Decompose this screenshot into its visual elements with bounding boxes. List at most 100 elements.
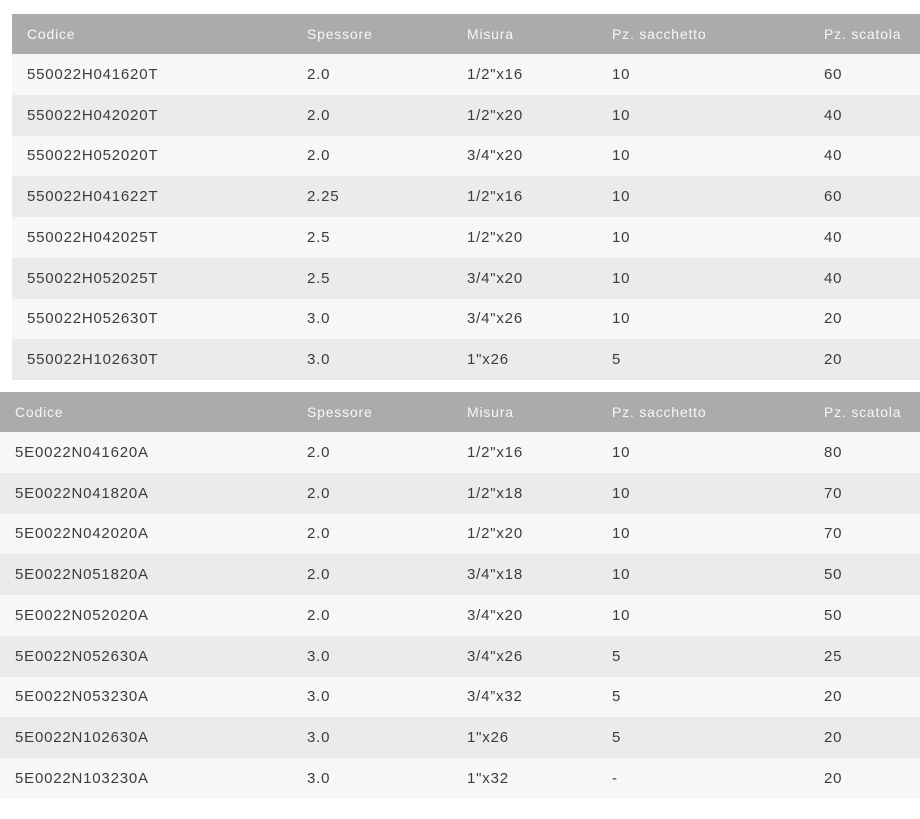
column-header-pz-sacchetto: Pz. sacchetto: [597, 14, 809, 54]
table-cell: 1"x26: [452, 339, 597, 380]
column-header-pz-scatola: Pz. scatola: [809, 14, 920, 54]
column-header-misura: Misura: [452, 14, 597, 54]
table-cell: 40: [809, 217, 920, 258]
table-cell: 10: [597, 135, 809, 177]
table-cell: 550022H102630T: [12, 339, 292, 380]
table-cell: 25: [809, 635, 920, 677]
product-table-2: Codice Spessore Misura Pz. sacchetto Pz. sca…: [0, 392, 920, 799]
column-header-spessore: Spessore: [292, 14, 452, 54]
table-cell: 2.0: [292, 513, 452, 555]
table-cell: 2.0: [292, 432, 452, 473]
table-cell: 10: [597, 595, 809, 636]
table-row: 5E0022N053230A 3.0 3/4”x32 5 20: [0, 676, 920, 718]
table-cell: -: [597, 758, 809, 799]
table-cell: 1"x32: [452, 758, 597, 799]
table-cell: 1/2"x20: [452, 513, 597, 555]
table-cell: 3.0: [292, 758, 452, 799]
header-row: Codice Spessore Misura Pz. sacchetto Pz. sca…: [12, 14, 920, 54]
table-cell: 2.0: [292, 54, 452, 95]
table-cell: 5: [597, 676, 809, 718]
table-cell: 550022H041620T: [12, 54, 292, 95]
table-cell: 1/2"x18: [452, 472, 597, 514]
table-cell: 550022H042025T: [12, 217, 292, 258]
table-cell: 5: [597, 717, 809, 758]
table-cell: 10: [597, 513, 809, 555]
table-cell: 5E0022N041820A: [0, 472, 292, 514]
table-row: 550022H052020T 2.0 3/4"x20 10 40: [12, 135, 920, 177]
table-cell: 3.0: [292, 676, 452, 718]
table-cell: 5E0022N052630A: [0, 635, 292, 677]
table-cell: 2.0: [292, 135, 452, 177]
column-header-codice: Codice: [12, 14, 292, 54]
table-cell: 3/4"x20: [452, 257, 597, 299]
table-cell: 550022H052020T: [12, 135, 292, 177]
table-row: 550022H042025T 2.5 1/2"x20 10 40: [12, 217, 920, 258]
table-cell: 10: [597, 176, 809, 217]
table-cell: 10: [597, 554, 809, 595]
table-cell: 2.25: [292, 176, 452, 217]
table-cell: 40: [809, 257, 920, 299]
table-cell: 5E0022N052020A: [0, 595, 292, 636]
table-cell: 70: [809, 472, 920, 514]
table-cell: 60: [809, 176, 920, 217]
table-cell: 550022H041622T: [12, 176, 292, 217]
table-cell: 50: [809, 554, 920, 595]
table-row: 5E0022N041820A 2.0 1/2"x18 10 70: [0, 472, 920, 514]
table-row: 5E0022N041620A 2.0 1/2"x16 10 80: [0, 432, 920, 473]
table-cell: 3.0: [292, 635, 452, 677]
table-cell: 1/2"x16: [452, 54, 597, 95]
table-cell: 1/2"x20: [452, 217, 597, 258]
table-cell: 10: [597, 257, 809, 299]
table-cell: 550022H052025T: [12, 257, 292, 299]
table-cell: 3/4"x26: [452, 635, 597, 677]
table-cell: 10: [597, 54, 809, 95]
table-row: 550022H052025T 2.5 3/4"x20 10 40: [12, 257, 920, 299]
table-cell: 5: [597, 635, 809, 677]
table-cell: 60: [809, 54, 920, 95]
table-cell: 550022H052630T: [12, 298, 292, 340]
table-row: 5E0022N052020A 2.0 3/4"x20 10 50: [0, 595, 920, 636]
table-cell: 80: [809, 432, 920, 473]
table-cell: 1/2"x16: [452, 176, 597, 217]
table-cell: 550022H042020T: [12, 94, 292, 136]
table-cell: 10: [597, 472, 809, 514]
table-row: 550022H041620T 2.0 1/2"x16 10 60: [12, 54, 920, 95]
table-cell: 20: [809, 298, 920, 340]
table-cell: 5E0022N053230A: [0, 676, 292, 718]
table-row: 550022H042020T 2.0 1/2"x20 10 40: [12, 94, 920, 136]
table-cell: 3/4"x18: [452, 554, 597, 595]
table-cell: 2.0: [292, 94, 452, 136]
table-row: 5E0022N103230A 3.0 1"x32-20: [0, 758, 920, 799]
table-cell: 10: [597, 432, 809, 473]
column-header-codice: Codice: [0, 392, 292, 432]
table-cell: 5E0022N103230A: [0, 758, 292, 799]
column-header-misura: Misura: [452, 392, 597, 432]
table-row: 5E0022N042020A 2.0 1/2"x20 10 70: [0, 513, 920, 555]
table-cell: 20: [809, 339, 920, 380]
table-cell: 50: [809, 595, 920, 636]
table-cell: 3/4"x26: [452, 298, 597, 340]
table-cell: 2.0: [292, 554, 452, 595]
table-row: 550022H052630T 3.0 3/4"x26 10 20: [12, 298, 920, 340]
table-cell: 2.0: [292, 472, 452, 514]
table-cell: 20: [809, 676, 920, 718]
table-cell: 1"x26: [452, 717, 597, 758]
column-header-pz-sacchetto: Pz. sacchetto: [597, 392, 809, 432]
table-cell: 40: [809, 135, 920, 177]
table-cell: 70: [809, 513, 920, 555]
table-cell: 5E0022N041620A: [0, 432, 292, 473]
table-cell: 3.0: [292, 298, 452, 340]
table-cell: 5: [597, 339, 809, 380]
column-header-spessore: Spessore: [292, 392, 452, 432]
table-cell: 20: [809, 717, 920, 758]
table-cell: 1/2"x16: [452, 432, 597, 473]
header-row: Codice Spessore Misura Pz. sacchetto Pz. sca…: [0, 392, 920, 432]
table-row: 5E0022N052630A 3.0 3/4"x26 5 25: [0, 635, 920, 677]
table-cell: 40: [809, 94, 920, 136]
table-cell: 5E0022N051820A: [0, 554, 292, 595]
table-cell: 1/2"x20: [452, 94, 597, 136]
table-cell: 3/4"x20: [452, 595, 597, 636]
table-cell: 3/4"x20: [452, 135, 597, 177]
table-cell: 10: [597, 217, 809, 258]
table-cell: 3.0: [292, 717, 452, 758]
